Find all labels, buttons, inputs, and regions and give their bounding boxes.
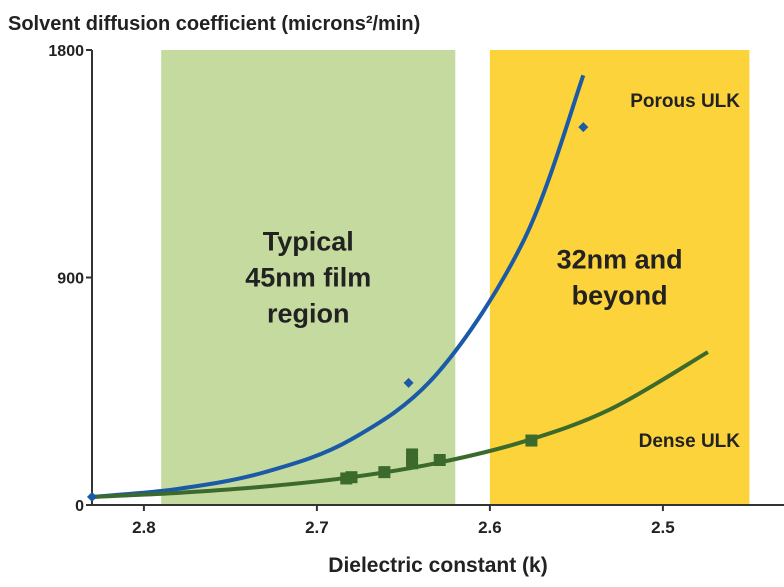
data-point xyxy=(345,471,358,484)
data-point xyxy=(525,434,538,447)
data-point xyxy=(578,122,589,133)
region-label: 45nm film xyxy=(245,263,371,293)
data-point xyxy=(406,448,419,461)
fit-line xyxy=(91,350,709,499)
chart-title: Solvent diffusion coefficient (microns²/… xyxy=(8,13,420,35)
data-point xyxy=(403,377,414,388)
x-axis-label: Dielectric constant (k) xyxy=(328,554,547,577)
fit-line xyxy=(91,74,586,499)
y-tick-label: 0 xyxy=(75,498,84,515)
data-point xyxy=(378,466,391,479)
region-label: Typical xyxy=(263,227,354,257)
region-label: beyond xyxy=(572,281,668,311)
x-tick-label: 2.8 xyxy=(132,518,156,537)
region xyxy=(161,50,456,505)
y-tick-label: 900 xyxy=(57,271,84,288)
region-label: region xyxy=(267,299,350,329)
data-point xyxy=(433,454,446,467)
data-point xyxy=(87,491,97,502)
x-tick-label: 2.5 xyxy=(651,518,675,537)
region xyxy=(489,50,750,505)
y-tick-label: 1800 xyxy=(48,43,84,60)
x-tick-label: 2.6 xyxy=(478,518,502,537)
region-label: 32nm and xyxy=(557,245,683,275)
series-label: Porous ULK xyxy=(630,91,740,112)
series-label: Dense ULK xyxy=(639,431,741,452)
x-tick-label: 2.7 xyxy=(305,518,329,537)
